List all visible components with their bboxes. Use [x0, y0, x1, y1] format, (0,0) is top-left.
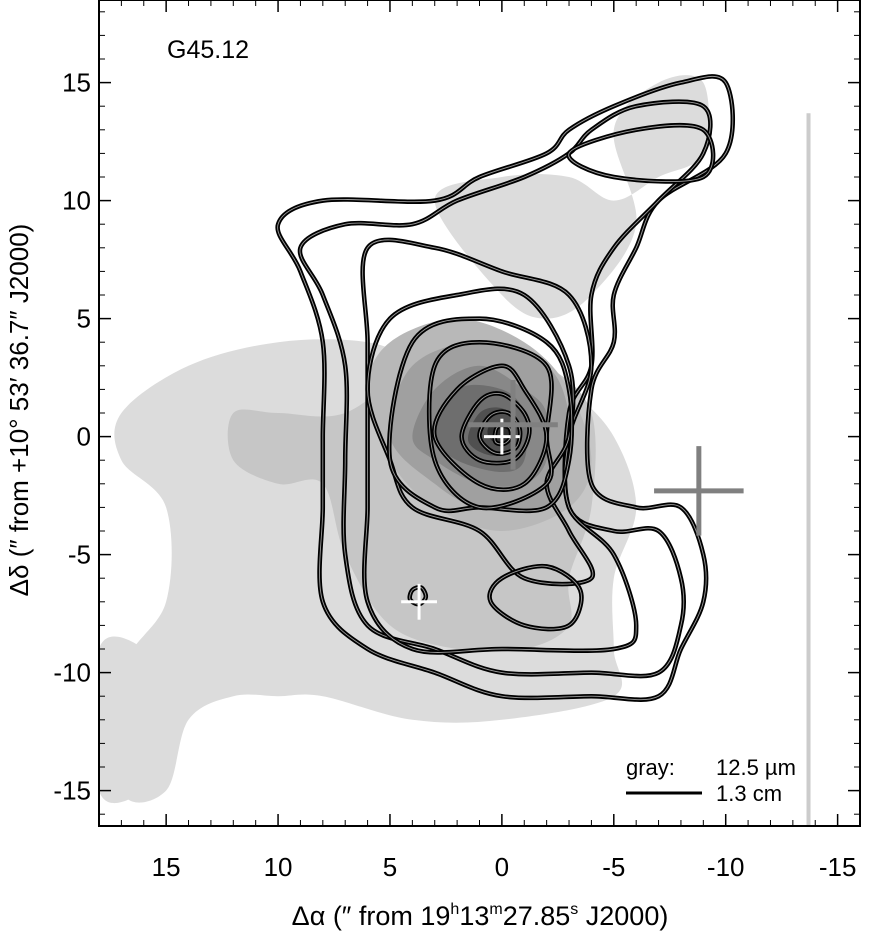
x-tick-label: -5: [602, 852, 625, 882]
contour-line-core-5: [388, 318, 573, 512]
y-tick-label: 5: [77, 304, 91, 334]
x-axis-label-suffix: J2000): [578, 901, 668, 931]
x-axis-label-prefix: Δα (″ from 19: [292, 901, 451, 931]
y-tick-label: -15: [53, 776, 91, 806]
axis-ticks: [98, 0, 861, 826]
markers: [401, 380, 744, 620]
contour-line-core-7: [433, 365, 548, 491]
gray-level-3: [434, 75, 709, 319]
x-tick-label: 15: [152, 852, 181, 882]
contour-line-core-12: [568, 124, 714, 182]
contours-1-3cm: [275, 74, 811, 826]
y-tick-label: 0: [77, 422, 91, 452]
x-axis-label-v1: 13: [459, 901, 489, 931]
x-axis-label: Δα (″ from 19h13m27.85s J2000): [292, 901, 669, 931]
x-tick-label: 5: [383, 852, 397, 882]
contour-line-core-1: [277, 75, 734, 701]
gray-12-5um-image: [99, 75, 709, 803]
x-tick-label: 10: [264, 852, 293, 882]
legend: gray: 12.5 µm 1.3 cm: [626, 755, 796, 806]
plot-area: [99, 74, 811, 826]
contour-line-core-11: [489, 565, 582, 630]
x-axis-label-s: s: [570, 901, 578, 918]
white-cross-2: [401, 583, 437, 620]
x-tick-label: -10: [707, 852, 745, 882]
x-tick-label: 0: [495, 852, 509, 882]
gray-cross-3: [468, 380, 558, 470]
legend-line-value: 1.3 cm: [716, 781, 782, 806]
gray-cross-4: [654, 446, 744, 536]
x-tick-labels: 15 10 5 0 -5 -10 -15: [152, 852, 857, 882]
legend-gray-value: 12.5 µm: [716, 755, 796, 780]
contour-line-core-6: [428, 341, 553, 509]
y-tick-label: -5: [68, 540, 91, 570]
contour-line-core-3: [362, 239, 637, 653]
x-axis-label-h: h: [450, 901, 459, 918]
legend-gray-label: gray:: [626, 755, 675, 780]
contour-line-core-8: [461, 392, 530, 464]
x-tick-label: -15: [819, 852, 857, 882]
panel-label: G45.12: [167, 36, 249, 64]
y-axis-label: Δδ (″ from +10° 53′ 36.7″ J2000): [4, 224, 34, 597]
y-tick-label: 10: [62, 186, 91, 216]
y-tick-labels: 15 10 5 0 -5 -10 -15: [53, 68, 91, 806]
gray-level-2: [99, 636, 169, 803]
y-tick-label: 15: [62, 68, 91, 98]
y-tick-label: -10: [53, 658, 91, 688]
x-axis-label-m: m: [489, 901, 502, 918]
x-axis-label-v2: 27.85: [503, 901, 571, 931]
